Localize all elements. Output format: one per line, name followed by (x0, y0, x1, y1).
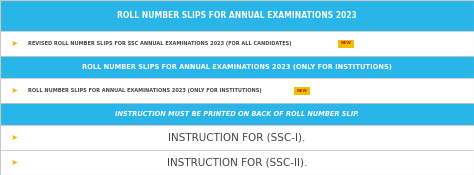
Text: NEW: NEW (340, 41, 351, 46)
Text: NEW: NEW (297, 89, 308, 93)
Bar (0, 78, 474, 103)
Bar (0, 0, 474, 31)
Bar (0, 125, 474, 150)
Text: INSTRUCTION FOR (SSC-I).: INSTRUCTION FOR (SSC-I). (168, 132, 306, 142)
Text: ➤: ➤ (10, 39, 18, 48)
Bar (0, 103, 474, 125)
FancyBboxPatch shape (294, 86, 310, 95)
FancyBboxPatch shape (338, 40, 354, 47)
Text: ROLL NUMBER SLIPS FOR ANNUAL EXAMINATIONS 2023 (ONLY FOR INSTITUTIONS): ROLL NUMBER SLIPS FOR ANNUAL EXAMINATION… (82, 64, 392, 70)
Text: ROLL NUMBER SLIPS FOR ANNUAL EXAMINATIONS 2023 (ONLY FOR INSTITUTIONS): ROLL NUMBER SLIPS FOR ANNUAL EXAMINATION… (28, 88, 262, 93)
Text: ➤: ➤ (10, 133, 18, 142)
Bar (0, 56, 474, 78)
Text: ➤: ➤ (10, 86, 18, 95)
Text: REVISED ROLL NUMBER SLIPS FOR SSC ANNUAL EXAMINATIONS 2023 (FOR ALL CANDIDATES): REVISED ROLL NUMBER SLIPS FOR SSC ANNUAL… (28, 41, 292, 46)
Text: ROLL NUMBER SLIPS FOR ANNUAL EXAMINATIONS 2023: ROLL NUMBER SLIPS FOR ANNUAL EXAMINATION… (117, 11, 357, 20)
Text: INSTRUCTION MUST BE PRINTED ON BACK OF ROLL NUMBER SLIP.: INSTRUCTION MUST BE PRINTED ON BACK OF R… (115, 111, 359, 117)
Text: INSTRUCTION FOR (SSC-II).: INSTRUCTION FOR (SSC-II). (167, 158, 307, 167)
Text: ➤: ➤ (10, 158, 18, 167)
Bar (0, 150, 474, 175)
Bar (0, 31, 474, 56)
